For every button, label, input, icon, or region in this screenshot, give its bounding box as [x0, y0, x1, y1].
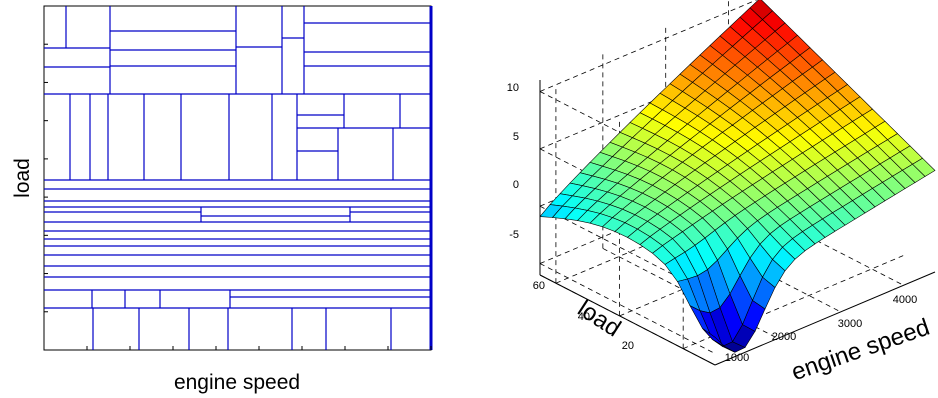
- load-tick-label: 20: [622, 340, 634, 352]
- y-axis-label: load: [11, 158, 34, 198]
- axis-line: [714, 271, 936, 366]
- partition-plot: engine speed load: [11, 5, 433, 394]
- surface-plot: 10 5 0 -5 60 40 20 1000 2000 3000 4000 l…: [507, 0, 936, 386]
- surface-load-label: load: [573, 295, 626, 342]
- z-tick-label: -5: [509, 229, 519, 241]
- partition-lines: [44, 6, 433, 350]
- speed-tick-label: 2000: [772, 331, 796, 343]
- speed-tick-label: 4000: [893, 294, 917, 306]
- surface-mesh: [539, 0, 936, 353]
- grid-line: [728, 194, 904, 286]
- load-tick-label: 40: [578, 311, 590, 323]
- surface-patch: [702, 328, 726, 347]
- axes-3d: [539, 80, 936, 366]
- axis-ticks: [43, 5, 432, 351]
- z-tick-label: 10: [507, 82, 519, 94]
- plot-frame: [43, 5, 432, 351]
- grid-line: [539, 0, 758, 92]
- speed-tick-label: 3000: [838, 318, 862, 330]
- grid-line: [539, 263, 716, 354]
- axis-line: [539, 274, 716, 366]
- z-tick-label: 5: [513, 131, 519, 143]
- x-axis-label: engine speed: [174, 371, 300, 394]
- grid-line: [665, 221, 841, 313]
- load-tick-label: 60: [533, 280, 545, 292]
- z-tick-label: 0: [513, 179, 519, 191]
- speed-tick-label: 1000: [725, 352, 749, 364]
